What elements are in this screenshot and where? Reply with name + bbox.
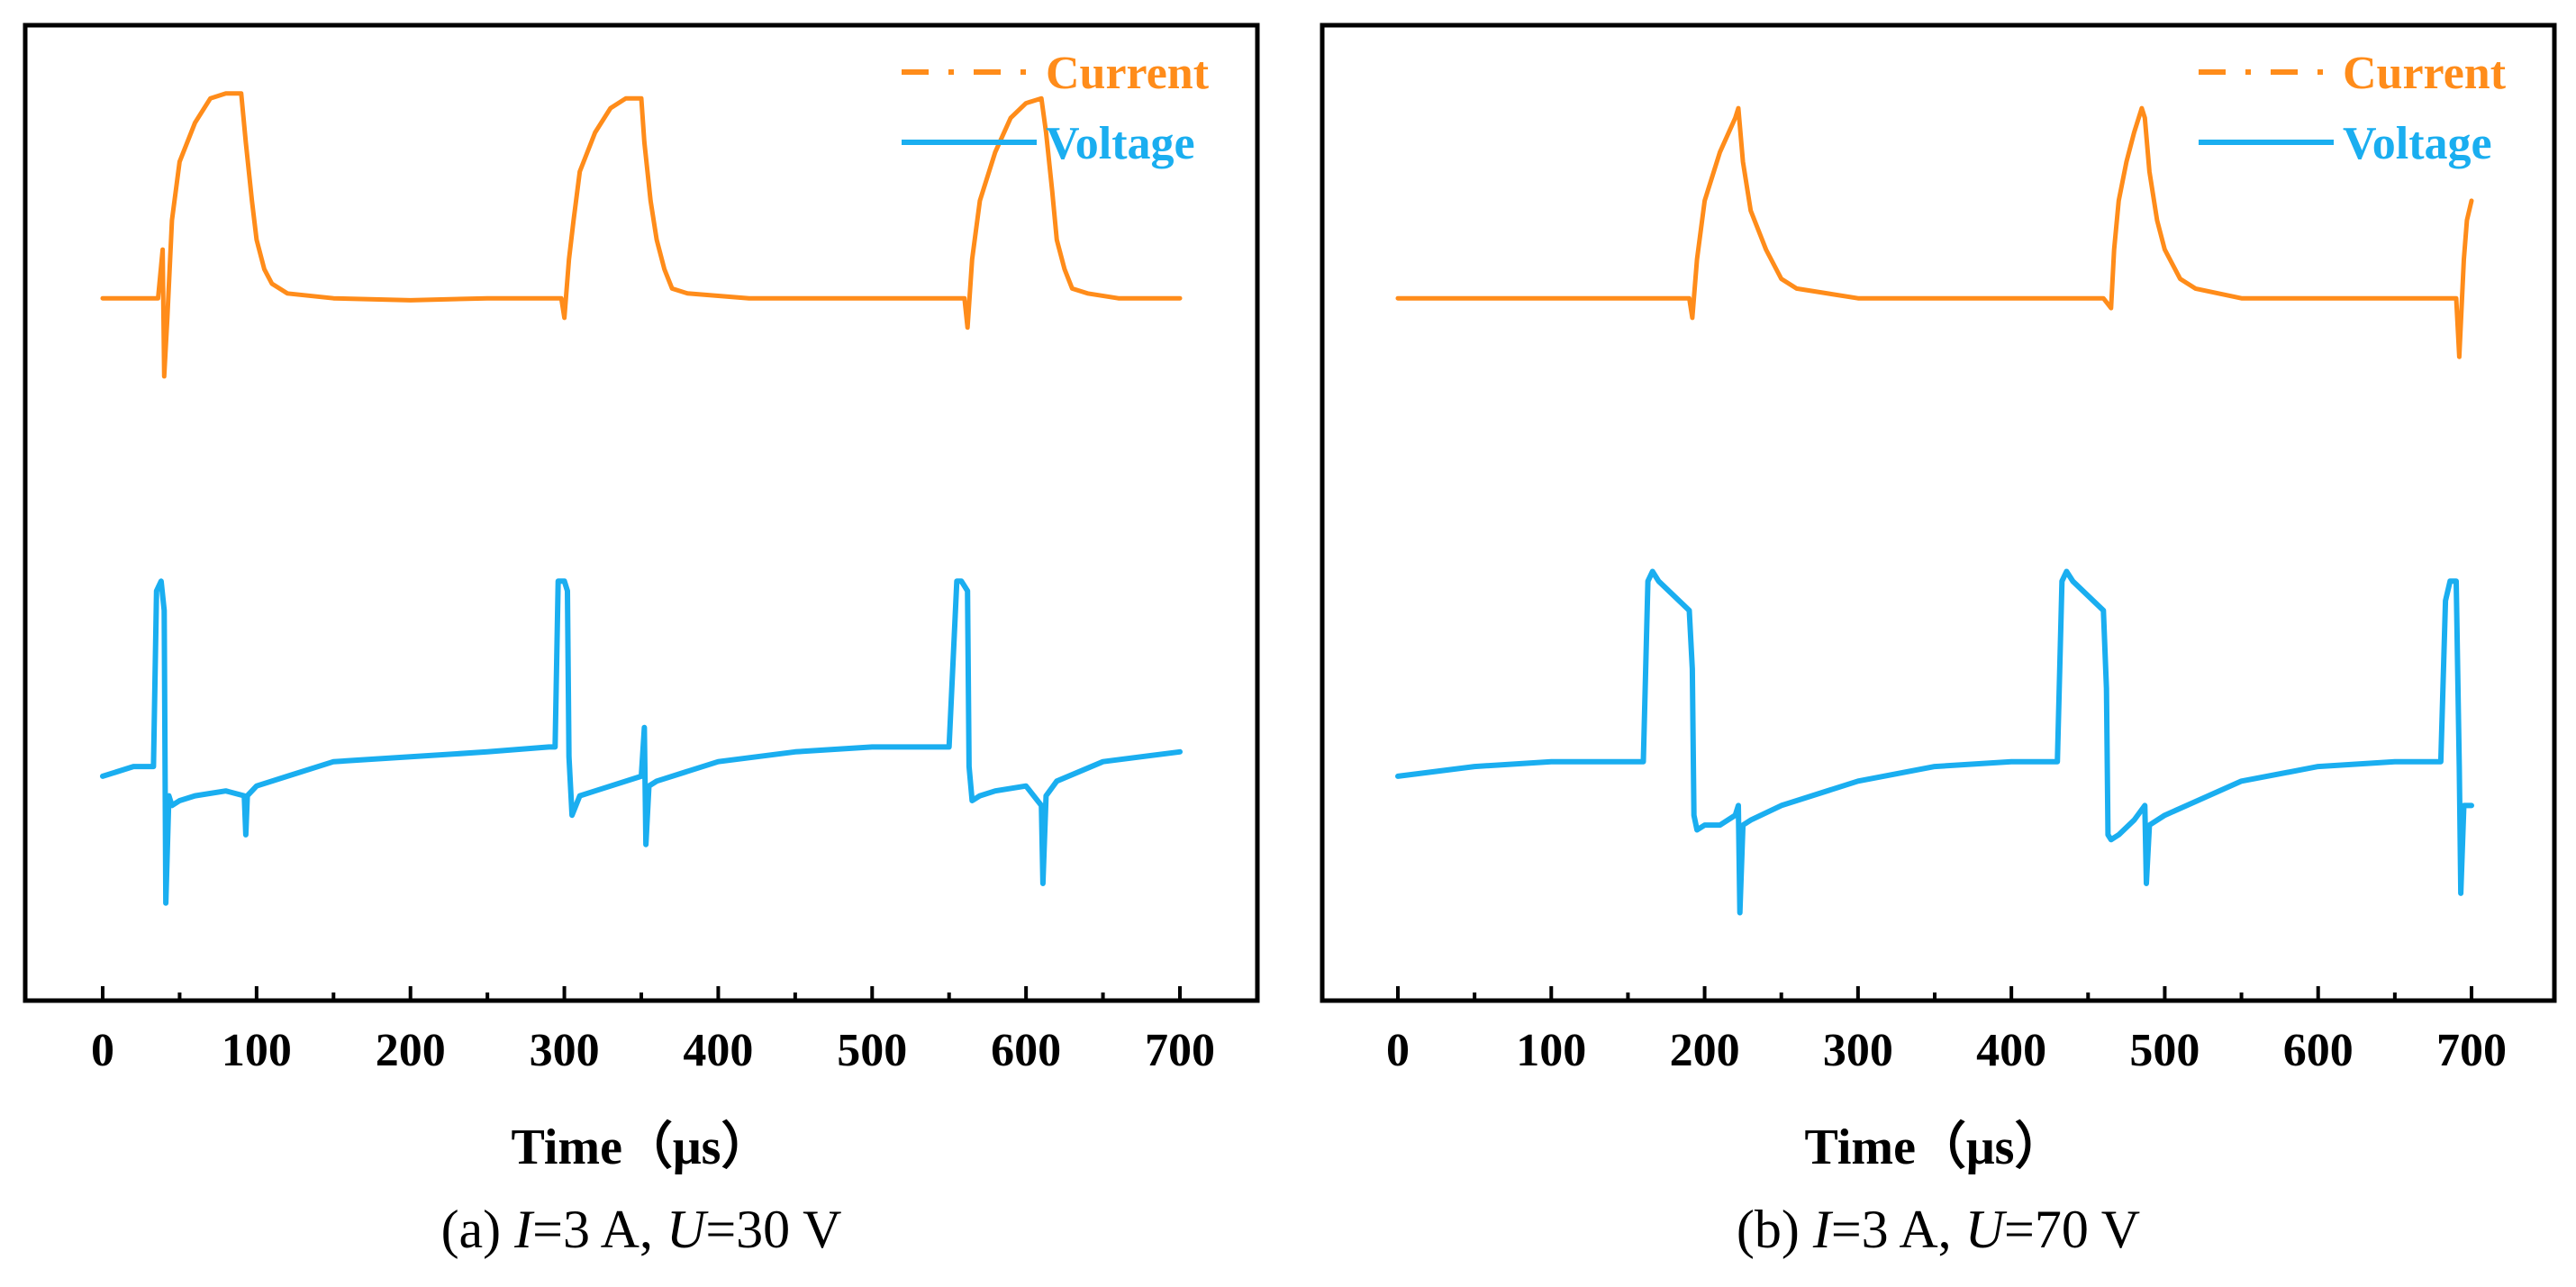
- chart-panel-a: 0 100 200 300 400 500 600 700 Time（μs） Current Vol…: [23, 23, 1260, 1259]
- legend-label-voltage: Voltage: [2343, 118, 2492, 169]
- x-tick-label: 400: [1976, 1025, 2046, 1076]
- chart-panel-b: 0 100 200 300 400 500 600 700 Time（μs） Current Vol…: [1320, 23, 2557, 1259]
- x-tick-label: 100: [222, 1025, 292, 1076]
- x-tick-label: 400: [683, 1025, 753, 1076]
- series-line-voltage: [1395, 568, 2474, 916]
- x-tick-label: 200: [376, 1025, 446, 1076]
- x-tick-label: 0: [91, 1025, 114, 1076]
- legend-label-current: Current: [1046, 48, 1210, 99]
- x-tick-label: 100: [1516, 1025, 1586, 1076]
- panel-caption: (b) I=3 A, U=70 V: [1737, 1200, 2140, 1259]
- x-tick-label: 500: [2129, 1025, 2200, 1076]
- x-axis-label: Time（μs）: [1805, 1119, 2065, 1175]
- panel-caption: (a) I=3 A, U=30 V: [441, 1200, 842, 1259]
- x-tick-label: 200: [1670, 1025, 1740, 1076]
- x-tick-label: 600: [991, 1025, 1061, 1076]
- x-tick-label: 300: [1823, 1025, 1893, 1076]
- series-line-current: [100, 91, 1183, 379]
- x-tick-label: 300: [530, 1025, 600, 1076]
- x-tick-label: 0: [1386, 1025, 1410, 1076]
- x-tick-label: 700: [1145, 1025, 1215, 1076]
- x-tick-label: 500: [837, 1025, 907, 1076]
- x-axis-label: Time（μs）: [512, 1119, 772, 1175]
- x-tick-label: 600: [2283, 1025, 2354, 1076]
- plot-frame: [23, 23, 1260, 1003]
- series-line-voltage: [100, 578, 1183, 906]
- x-tick-label: 700: [2436, 1025, 2507, 1076]
- series-line-current: [1395, 105, 2474, 359]
- legend-label-voltage: Voltage: [1046, 118, 1195, 169]
- plot-frame: [1320, 23, 2557, 1003]
- legend-label-current: Current: [2343, 48, 2507, 99]
